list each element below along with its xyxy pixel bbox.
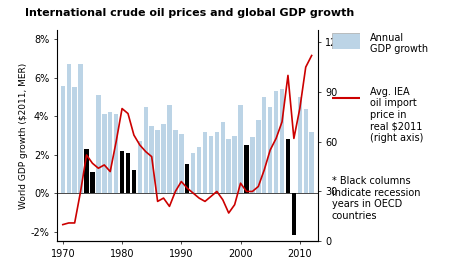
Text: Annual
GDP growth: Annual GDP growth	[370, 33, 428, 54]
Bar	[227, 139, 231, 193]
Bar	[268, 107, 273, 193]
Bar	[232, 136, 237, 193]
Bar	[167, 105, 172, 193]
Bar	[280, 89, 284, 193]
Bar	[238, 105, 243, 193]
Bar	[132, 170, 136, 193]
Bar	[215, 132, 219, 193]
Bar	[179, 134, 183, 193]
Y-axis label: World GDP growth ($2011, MER): World GDP growth ($2011, MER)	[18, 62, 27, 209]
Bar	[197, 147, 201, 193]
Bar	[185, 164, 190, 193]
Bar	[108, 112, 112, 193]
Bar	[102, 114, 107, 193]
Bar	[298, 97, 302, 193]
Bar	[244, 145, 249, 193]
Bar	[209, 136, 213, 193]
Bar	[149, 126, 154, 193]
Bar	[78, 64, 83, 193]
Bar	[286, 139, 290, 193]
Bar	[203, 132, 207, 193]
Bar	[161, 124, 166, 193]
Bar	[173, 130, 178, 193]
Bar	[250, 137, 255, 193]
Bar	[191, 153, 195, 193]
Bar	[155, 130, 160, 193]
Bar	[310, 132, 314, 193]
Bar	[73, 88, 77, 193]
Text: International crude oil prices and global GDP growth: International crude oil prices and globa…	[25, 8, 354, 18]
Bar	[61, 86, 65, 193]
FancyBboxPatch shape	[332, 33, 360, 49]
Bar	[137, 141, 142, 193]
Bar	[262, 97, 266, 193]
Text: Avg. IEA
oil import
price in
real $2011
(right axis): Avg. IEA oil import price in real $2011 …	[370, 87, 423, 143]
Bar	[256, 120, 261, 193]
Bar	[126, 153, 130, 193]
Bar	[66, 64, 71, 193]
Bar	[220, 122, 225, 193]
Text: * Black columns
indicate recession
years in OECD
countries: * Black columns indicate recession years…	[332, 176, 420, 221]
Bar	[303, 109, 308, 193]
Bar	[96, 95, 100, 193]
Bar	[114, 114, 118, 193]
Bar	[292, 193, 296, 235]
Bar	[274, 91, 278, 193]
Bar	[120, 151, 124, 193]
Bar	[144, 107, 148, 193]
Bar	[90, 172, 95, 193]
Bar	[84, 149, 89, 193]
